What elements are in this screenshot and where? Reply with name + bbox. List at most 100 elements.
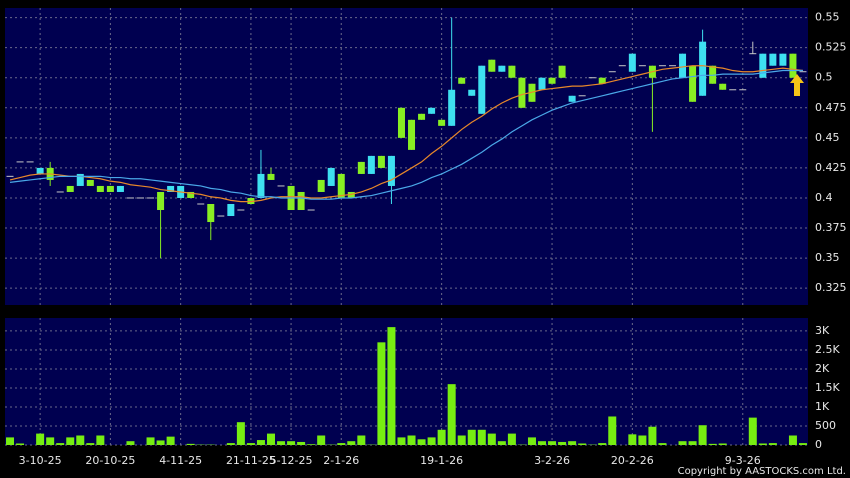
y-tick-label: 0.425 — [815, 161, 847, 174]
candle-body — [377, 155, 385, 168]
volume-bar — [96, 435, 105, 445]
volume-bar — [598, 443, 607, 445]
y-tick-label: 2K — [815, 362, 830, 375]
volume-bar — [256, 440, 265, 445]
candle-body — [86, 179, 94, 186]
moving-average-line — [9, 65, 804, 203]
candle-body — [658, 65, 666, 67]
volume-bar — [437, 429, 446, 445]
candle-body — [448, 89, 456, 126]
candle-body — [789, 53, 797, 78]
candle-body — [689, 65, 697, 102]
candle-body — [167, 185, 175, 192]
candle-body — [498, 65, 506, 72]
candle-body — [548, 77, 556, 84]
candle-body — [408, 119, 416, 150]
candle-body — [729, 89, 737, 91]
candle-body — [277, 185, 285, 187]
y-tick-label: 0 — [815, 438, 822, 451]
y-tick-label: 0.5 — [815, 71, 833, 84]
candle-body — [96, 185, 104, 192]
y-tick-label: 0.375 — [815, 221, 847, 234]
candle-body — [578, 95, 586, 97]
candle-body — [468, 89, 476, 96]
candle-body — [739, 89, 747, 91]
candle-body — [56, 191, 64, 193]
volume-bar — [427, 437, 436, 445]
volume-bar — [407, 435, 416, 445]
candle-body — [6, 175, 14, 177]
candle-body — [598, 77, 606, 84]
volume-bar — [447, 384, 456, 445]
candle-body — [197, 203, 205, 205]
volume-bar — [56, 443, 65, 445]
volume-bar — [628, 434, 637, 445]
candle-body — [779, 53, 787, 66]
volume-bar — [347, 441, 356, 445]
y-tick-label: 1K — [815, 400, 830, 413]
candle-body — [116, 185, 124, 192]
volume-bar — [86, 443, 95, 445]
candle-body — [638, 65, 646, 67]
volume-bar — [527, 437, 536, 445]
candle-body — [76, 173, 84, 186]
candle-body — [397, 107, 405, 138]
volume-bar — [748, 417, 757, 445]
y-tick-label: 3K — [815, 324, 830, 337]
volume-bar — [226, 443, 235, 445]
volume-bar — [317, 435, 326, 445]
candle-body — [679, 53, 687, 78]
x-tick-label: 20-10-25 — [85, 454, 135, 467]
candle-body — [367, 155, 375, 174]
volume-bar — [688, 441, 697, 445]
volume-bar — [608, 416, 617, 445]
volume-bar — [246, 443, 255, 445]
y-tick-label: 1.5K — [815, 381, 840, 394]
x-tick-label: 9-3-26 — [725, 454, 761, 467]
volume-bar — [798, 443, 807, 445]
y-tick-label: 2.5K — [815, 343, 840, 356]
candle-body — [16, 161, 24, 163]
candle-body — [217, 215, 225, 217]
candle-body — [418, 113, 426, 120]
y-tick-label: 0.4 — [815, 191, 833, 204]
candle-body — [518, 77, 526, 108]
volume-bar — [16, 443, 25, 445]
volume-bar — [6, 437, 15, 445]
candle-body — [759, 53, 767, 78]
candle-body — [297, 191, 305, 211]
candle-body — [26, 161, 34, 163]
y-tick-label: 0.45 — [815, 131, 840, 144]
volume-bar — [507, 433, 516, 445]
x-tick-label: 19-1-26 — [420, 454, 463, 467]
candle-body — [327, 167, 335, 186]
y-tick-label: 0.475 — [815, 101, 847, 114]
candle-body — [137, 197, 145, 199]
y-tick-label: 0.525 — [815, 41, 847, 54]
y-tick-label: 0.35 — [815, 251, 840, 264]
y-tick-label: 0.325 — [815, 281, 847, 294]
volume-bar — [357, 435, 366, 445]
volume-bar — [337, 443, 346, 445]
candle-body — [307, 209, 315, 211]
candle-body — [508, 65, 516, 78]
candle-body — [588, 77, 596, 79]
volume-bar — [658, 443, 667, 445]
volume-bar — [467, 429, 476, 445]
x-tick-label: 2-1-26 — [323, 454, 359, 467]
volume-bar — [538, 441, 547, 445]
volume-bar — [166, 436, 175, 445]
x-tick-label: 3-10-25 — [19, 454, 62, 467]
volume-bar — [236, 422, 245, 445]
candle-body — [749, 53, 757, 55]
volume-bar — [307, 444, 316, 445]
candle-body — [488, 59, 496, 72]
volume-panel — [5, 318, 808, 445]
volume-bar — [146, 437, 155, 445]
volume-bar — [758, 443, 767, 445]
candle-body — [628, 53, 636, 72]
volume-bar — [417, 439, 426, 445]
candle-body — [66, 185, 74, 192]
